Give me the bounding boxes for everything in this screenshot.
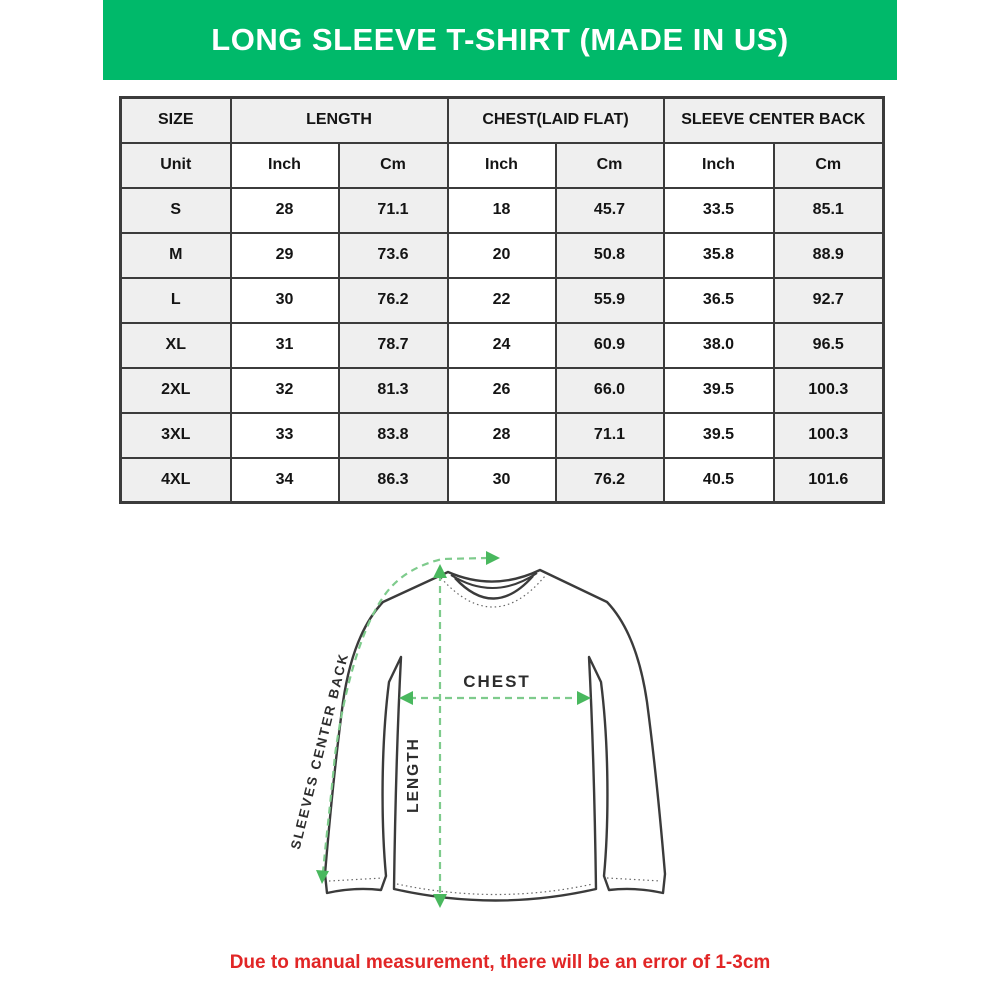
value-cell: 92.7 <box>772 276 885 324</box>
value-cell: 71.1 <box>554 411 665 459</box>
table-row-xl: XL 31 78.7 24 60.9 38.0 96.5 <box>119 321 885 369</box>
value-cell: 85.1 <box>772 186 885 234</box>
size-cell: 2XL <box>119 366 232 414</box>
size-table: SIZE LENGTH CHEST(LAID FLAT) SLEEVE CENT… <box>119 96 885 504</box>
sleeve-arrowhead-right <box>486 551 500 565</box>
table-header-row: SIZE LENGTH CHEST(LAID FLAT) SLEEVE CENT… <box>119 96 885 144</box>
value-cell: 26 <box>446 366 557 414</box>
value-cell: 28 <box>229 186 340 234</box>
sleeve-arrowhead-down <box>316 870 329 884</box>
value-cell: 22 <box>446 276 557 324</box>
value-cell: 39.5 <box>662 366 775 414</box>
collar-band-line <box>450 572 538 589</box>
header-length: LENGTH <box>229 96 449 144</box>
value-cell: 71.1 <box>337 186 449 234</box>
shirt-measurement-diagram: LENGTH CHEST SLEEVES CENTER BACK <box>290 540 710 940</box>
unit-sleeve-inch: Inch <box>662 141 775 189</box>
chest-label: CHEST <box>463 672 531 691</box>
value-cell: 78.7 <box>337 321 449 369</box>
value-cell: 32 <box>229 366 340 414</box>
unit-label: Unit <box>119 141 232 189</box>
table-row-3xl: 3XL 33 83.8 28 71.1 39.5 100.3 <box>119 411 885 459</box>
value-cell: 101.6 <box>772 456 885 504</box>
value-cell: 40.5 <box>662 456 775 504</box>
value-cell: 20 <box>446 231 557 279</box>
size-cell: 4XL <box>119 456 232 504</box>
value-cell: 55.9 <box>554 276 665 324</box>
value-cell: 86.3 <box>337 456 449 504</box>
sleeve-measure-line <box>321 556 489 873</box>
value-cell: 81.3 <box>337 366 449 414</box>
value-cell: 76.2 <box>554 456 665 504</box>
shirt-outline <box>323 568 667 902</box>
shirt-illustration: LENGTH CHEST SLEEVES CENTER BACK <box>290 551 667 908</box>
unit-sleeve-cm: Cm <box>772 141 885 189</box>
value-cell: 50.8 <box>554 231 665 279</box>
value-cell: 83.8 <box>337 411 449 459</box>
table-row-l: L 30 76.2 22 55.9 36.5 92.7 <box>119 276 885 324</box>
hem-stitch-dotted-line <box>396 883 594 896</box>
header-size: SIZE <box>119 96 232 144</box>
value-cell: 60.9 <box>554 321 665 369</box>
value-cell: 33 <box>229 411 340 459</box>
value-cell: 34 <box>229 456 340 504</box>
value-cell: 35.8 <box>662 231 775 279</box>
value-cell: 100.3 <box>772 366 885 414</box>
value-cell: 18 <box>446 186 557 234</box>
value-cell: 96.5 <box>772 321 885 369</box>
title-banner: LONG SLEEVE T-SHIRT (MADE IN US) <box>103 0 897 80</box>
value-cell: 100.3 <box>772 411 885 459</box>
measurement-disclaimer: Due to manual measurement, there will be… <box>229 952 771 973</box>
value-cell: 73.6 <box>337 231 449 279</box>
left-cuff-stitch-line <box>328 877 384 882</box>
value-cell: 66.0 <box>554 366 665 414</box>
size-cell: XL <box>119 321 232 369</box>
length-label: LENGTH <box>405 737 422 813</box>
value-cell: 39.5 <box>662 411 775 459</box>
collar-neckline <box>454 575 534 600</box>
table-row-s: S 28 71.1 18 45.7 33.5 85.1 <box>119 186 885 234</box>
value-cell: 76.2 <box>337 276 449 324</box>
value-cell: 24 <box>446 321 557 369</box>
page-title: LONG SLEEVE T-SHIRT (MADE IN US) <box>211 22 789 57</box>
value-cell: 29 <box>229 231 340 279</box>
size-cell: S <box>119 186 232 234</box>
value-cell: 38.0 <box>662 321 775 369</box>
chest-arrowhead-right <box>577 691 591 705</box>
size-cell: 3XL <box>119 411 232 459</box>
unit-length-inch: Inch <box>229 141 340 189</box>
chest-arrowhead-left <box>399 691 413 705</box>
header-sleeve: SLEEVE CENTER BACK <box>662 96 885 144</box>
length-arrowhead-down <box>433 894 447 908</box>
length-arrowhead-up <box>433 564 447 578</box>
table-row-2xl: 2XL 32 81.3 26 66.0 39.5 100.3 <box>119 366 885 414</box>
size-cell: M <box>119 231 232 279</box>
unit-length-cm: Cm <box>337 141 449 189</box>
unit-row: Unit Inch Cm Inch Cm Inch Cm <box>119 141 885 189</box>
right-cuff-stitch-line <box>606 877 662 882</box>
header-chest: CHEST(LAID FLAT) <box>446 96 665 144</box>
unit-chest-inch: Inch <box>446 141 557 189</box>
value-cell: 30 <box>229 276 340 324</box>
table-row-m: M 29 73.6 20 50.8 35.8 88.9 <box>119 231 885 279</box>
unit-chest-cm: Cm <box>554 141 665 189</box>
value-cell: 28 <box>446 411 557 459</box>
size-cell: L <box>119 276 232 324</box>
value-cell: 31 <box>229 321 340 369</box>
value-cell: 88.9 <box>772 231 885 279</box>
value-cell: 33.5 <box>662 186 775 234</box>
value-cell: 30 <box>446 456 557 504</box>
value-cell: 36.5 <box>662 276 775 324</box>
table-row-4xl: 4XL 34 86.3 30 76.2 40.5 101.6 <box>119 456 885 504</box>
value-cell: 45.7 <box>554 186 665 234</box>
